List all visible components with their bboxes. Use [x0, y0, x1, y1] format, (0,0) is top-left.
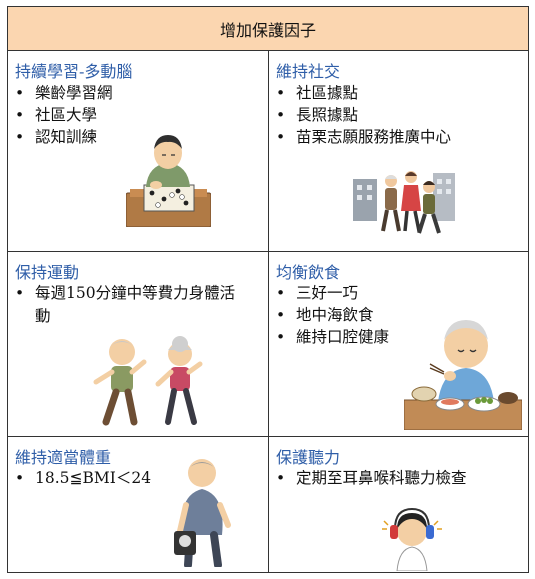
- cell-title: 保持運動: [15, 263, 80, 282]
- cell-title: 均衡飲食: [276, 263, 341, 282]
- list-item: 樂齡學習網: [15, 82, 113, 104]
- man-playing-go-icon: [126, 135, 211, 227]
- seniors-jogging-icon: [93, 336, 203, 426]
- cell-list: 定期至耳鼻喉科聽力檢查: [276, 467, 467, 489]
- column-divider: [268, 51, 269, 572]
- cell-list: 三好一巧 地中海飲食 維持口腔健康: [276, 282, 389, 348]
- cell-diet: 均衡飲食 三好一巧 地中海飲食 維持口腔健康: [269, 252, 528, 436]
- senior-eating-meal-icon: [404, 320, 522, 430]
- list-item: 三好一巧: [276, 282, 389, 304]
- list-item: 社區大學: [15, 104, 113, 126]
- list-item: 每週150分鐘中等費力身體活動: [15, 282, 240, 328]
- row-divider: [8, 251, 528, 252]
- header-title: 增加保護因子: [219, 20, 316, 40]
- row-divider: [8, 436, 528, 437]
- man-with-scale-icon: [174, 459, 231, 567]
- protective-factors-table: 增加保護因子 持續學習-多動腦 樂齡學習網 社區大學 認知訓練 維持社交 社區據…: [7, 6, 529, 573]
- cell-list: 樂齡學習網 社區大學 認知訓練: [15, 82, 113, 148]
- list-item: 維持口腔健康: [276, 326, 389, 348]
- cell-title: 維持適當體重: [15, 448, 112, 467]
- list-item: 地中海飲食: [276, 304, 389, 326]
- cell-list: 每週150分鐘中等費力身體活動: [15, 282, 240, 328]
- list-item: 長照據點: [276, 104, 451, 126]
- cell-weight: 維持適當體重 18.5≦BMI＜24: [8, 437, 268, 572]
- cell-exercise: 保持運動 每週150分鐘中等費力身體活動: [8, 252, 268, 436]
- list-item: 認知訓練: [15, 126, 113, 148]
- cell-title: 維持社交: [276, 62, 341, 81]
- table-header: 增加保護因子: [8, 7, 528, 51]
- cell-list: 18.5≦BMI＜24: [15, 467, 151, 489]
- cell-social: 維持社交 社區據點 長照據點 苗栗志願服務推廣中心: [269, 51, 528, 251]
- list-item: 定期至耳鼻喉科聽力檢查: [276, 467, 467, 489]
- list-item: 苗栗志願服務推廣中心: [276, 126, 451, 148]
- cell-title: 持續學習-多動腦: [15, 62, 133, 81]
- cell-hearing: 保護聽力 定期至耳鼻喉科聽力檢查: [269, 437, 528, 572]
- list-item: 社區據點: [276, 82, 451, 104]
- cell-learning: 持續學習-多動腦 樂齡學習網 社區大學 認知訓練: [8, 51, 268, 251]
- cell-list: 社區據點 長照據點 苗栗志願服務推廣中心: [276, 82, 451, 148]
- cell-title: 保護聽力: [276, 448, 341, 467]
- list-item: 18.5≦BMI＜24: [15, 467, 151, 489]
- child-hearing-test-icon: [382, 507, 442, 571]
- seniors-walking-icon: [353, 171, 455, 234]
